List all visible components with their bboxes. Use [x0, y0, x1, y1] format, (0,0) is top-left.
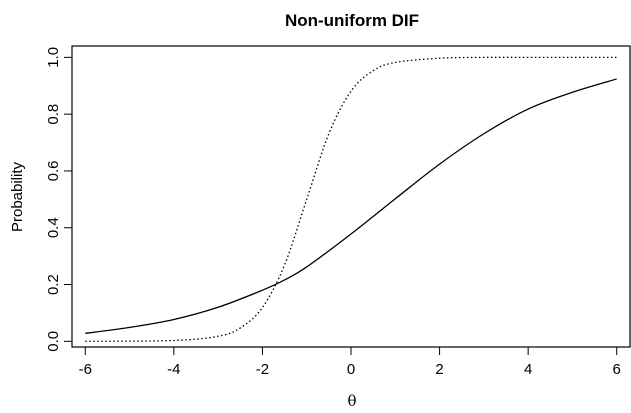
- plot-box: [71, 45, 631, 348]
- x-tick-label: 0: [347, 361, 355, 378]
- y-tick-label: 0.4: [45, 217, 62, 238]
- y-tick-label: 0.8: [45, 104, 62, 125]
- y-tick-label: 1.0: [45, 47, 62, 68]
- series-line-1: [85, 78, 617, 335]
- x-tick-label: -2: [256, 361, 269, 378]
- x-tick-label: 6: [613, 361, 621, 378]
- series-line-2: [85, 56, 617, 342]
- y-axis-label: Probability: [9, 161, 26, 232]
- x-tick-label: -4: [167, 361, 180, 378]
- x-tick-label: 2: [435, 361, 443, 378]
- y-tick-label: 0.0: [45, 331, 62, 352]
- y-tick-label: 0.6: [45, 161, 62, 182]
- x-axis-label: θ: [347, 392, 356, 410]
- y-axis: 0.0 0.2 0.4 0.6 0.8 1.0: [45, 47, 72, 352]
- x-tick-label: -6: [79, 361, 92, 378]
- series-layer: [85, 56, 617, 342]
- x-tick-label: 4: [524, 361, 532, 378]
- y-tick-label: 0.2: [45, 274, 62, 295]
- x-axis: -6 -4 -2 0 2 4 6: [79, 347, 621, 378]
- chart-title: Non-uniform DIF: [285, 11, 419, 30]
